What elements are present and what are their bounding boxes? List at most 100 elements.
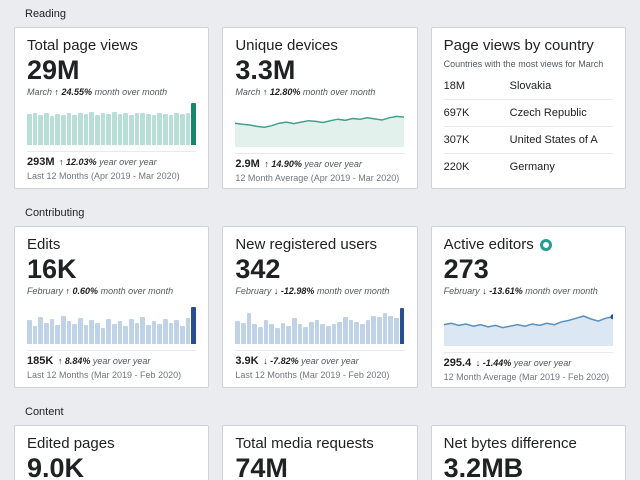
footer-value: 2.9M — [235, 158, 260, 171]
card-title: New registered users — [235, 236, 378, 253]
metric-value: 29M — [27, 55, 80, 85]
card-unique-devices[interactable]: Unique devices 3.3M March ↑ 12.80% month… — [222, 27, 418, 189]
country-name: Czech Republic — [509, 107, 587, 119]
trend-suffix: month over month — [94, 87, 168, 98]
card-title: Edits — [27, 236, 61, 253]
card-footer: 3.9K ↓ -7.82% year over year Last 12 Mon… — [235, 350, 405, 381]
metric-value: 273 — [443, 254, 489, 284]
footer-trend-suffix: year over year — [92, 356, 151, 367]
card-edited-pages[interactable]: Edited pages 9.0K — [14, 425, 210, 480]
month-over-month-line: February ↓ -13.61% month over month — [444, 286, 613, 296]
footer-trend-change: ↑ 14.90% — [264, 159, 302, 170]
unique-devices-line-chart[interactable] — [235, 103, 405, 148]
footer-trend-suffix: year over year — [99, 157, 157, 168]
card-footer: 295.4 ↓ -1.44% year over year 12 Month A… — [443, 352, 613, 383]
card-footer: 293M ↑ 12.03% year over year Last 12 Mon… — [27, 151, 197, 182]
period-label: February — [27, 286, 64, 297]
card-page-views-by-country[interactable]: Page views by country Countries with the… — [430, 27, 626, 189]
table-row[interactable]: 307K United States of A — [443, 127, 613, 154]
card-net-bytes-difference[interactable]: Net bytes difference 3.2MB — [430, 425, 626, 480]
reading-cards-row: Total page views 29M March ↑ 24.55% mont… — [0, 27, 640, 189]
edits-bar-chart[interactable] — [27, 302, 197, 345]
section-label-content: Content — [25, 406, 64, 418]
country-table: 18M Slovakia 697K Czech Republic 307K Un… — [443, 73, 613, 180]
card-title: Total page views — [27, 37, 138, 54]
card-title-text: Active editors — [443, 236, 534, 253]
range-label: Last 12 Months (Mar 2019 - Feb 2020) — [27, 370, 182, 381]
section-content: Content Edited pages 9.0K Total media re… — [0, 398, 640, 480]
active-editors-line-chart[interactable] — [443, 302, 616, 347]
month-over-month-line: February ↓ -12.98% month over month — [235, 286, 404, 296]
trend-suffix: month over month — [100, 286, 174, 297]
footer-value: 293M — [27, 156, 55, 169]
country-name: United States of A — [509, 134, 598, 146]
table-row[interactable]: 697K Czech Republic — [443, 100, 613, 127]
period-label: March — [27, 87, 53, 98]
metric-value: 342 — [235, 254, 281, 284]
footer-trend-change: ↓ -1.44% — [475, 358, 512, 369]
metric-value: 3.3M — [235, 55, 296, 85]
period-label: February — [443, 286, 480, 297]
card-title: Net bytes difference — [443, 435, 577, 452]
card-edits[interactable]: Edits 16K February ↑ 0.60% month over mo… — [14, 226, 210, 388]
trend-change: ↑ 24.55% — [54, 87, 93, 98]
card-footer: 2.9M ↑ 14.90% year over year 12 Month Av… — [235, 153, 405, 184]
range-label: Last 12 Months (Apr 2019 - Mar 2020) — [27, 171, 180, 182]
card-new-registered-users[interactable]: New registered users 342 February ↓ -12.… — [222, 226, 418, 388]
footer-trend-change: ↓ -7.82% — [263, 356, 299, 367]
month-over-month-line: March ↑ 12.80% month over month — [235, 87, 404, 97]
footer-value: 295.4 — [443, 357, 472, 370]
range-label: Last 12 Months (Mar 2019 - Feb 2020) — [235, 370, 390, 381]
card-subtitle: Countries with the most views for March — [443, 59, 604, 69]
metric-value: 3.2MB — [443, 453, 524, 480]
country-name: Germany — [509, 161, 555, 173]
footer-trend-suffix: year over year — [513, 358, 572, 369]
metric-value: 74M — [235, 453, 288, 480]
country-views: 220K — [443, 161, 470, 173]
footer-value: 185K — [27, 355, 54, 368]
footer-trend-suffix: year over year — [301, 356, 359, 367]
period-label: March — [235, 87, 261, 98]
card-title: Page views by country — [443, 37, 594, 54]
footer-trend-change: ↑ 8.84% — [57, 356, 91, 367]
card-active-editors[interactable]: Active editors 273 February ↓ -13.61% mo… — [430, 226, 626, 388]
period-label: February — [235, 286, 272, 297]
content-cards-row: Edited pages 9.0K Total media requests 7… — [0, 425, 640, 480]
card-total-page-views[interactable]: Total page views 29M March ↑ 24.55% mont… — [14, 27, 210, 189]
trend-suffix: month over month — [525, 286, 598, 297]
contributing-cards-row: Edits 16K February ↑ 0.60% month over mo… — [0, 226, 640, 388]
table-row[interactable]: 220K Germany — [444, 154, 613, 180]
trend-change: ↑ 0.60% — [65, 286, 99, 297]
card-title: Edited pages — [27, 435, 115, 452]
country-views: 18M — [443, 80, 466, 92]
metric-value: 16K — [27, 254, 77, 284]
section-label-reading: Reading — [25, 8, 66, 20]
card-footer: 185K ↑ 8.84% year over year Last 12 Mont… — [27, 350, 197, 381]
trend-change: ↓ -12.98% — [273, 286, 315, 297]
trend-suffix: month over month — [316, 286, 390, 297]
country-views: 307K — [443, 134, 470, 146]
month-over-month-line: February ↑ 0.60% month over month — [27, 286, 196, 296]
page-views-bar-chart[interactable] — [27, 103, 197, 146]
month-over-month-line: March ↑ 24.55% month over month — [27, 87, 196, 97]
trend-change: ↑ 12.80% — [262, 87, 301, 98]
metric-value: 9.0K — [27, 453, 85, 480]
footer-trend-suffix: year over year — [304, 159, 362, 170]
section-label-contributing: Contributing — [25, 207, 85, 219]
footer-trend-change: ↑ 12.03% — [59, 157, 97, 168]
trend-suffix: month over month — [302, 87, 376, 98]
trend-change: ↓ -13.61% — [482, 286, 523, 297]
section-contributing: Contributing Edits 16K February ↑ 0.60% … — [0, 199, 640, 388]
range-label: 12 Month Average (Mar 2019 - Feb 2020) — [443, 372, 610, 383]
card-title: Unique devices — [235, 37, 338, 54]
community-ring-icon — [539, 238, 552, 251]
card-total-media-requests[interactable]: Total media requests 74M — [222, 425, 418, 480]
table-row[interactable]: 18M Slovakia — [443, 73, 613, 100]
country-views: 697K — [443, 107, 470, 119]
card-title: Active editors — [444, 236, 613, 253]
card-title: Total media requests — [235, 435, 374, 452]
section-reading: Reading Total page views 29M March ↑ 24.… — [0, 0, 640, 189]
range-label: 12 Month Average (Apr 2019 - Mar 2020) — [235, 173, 400, 184]
new-users-bar-chart[interactable] — [235, 302, 405, 345]
